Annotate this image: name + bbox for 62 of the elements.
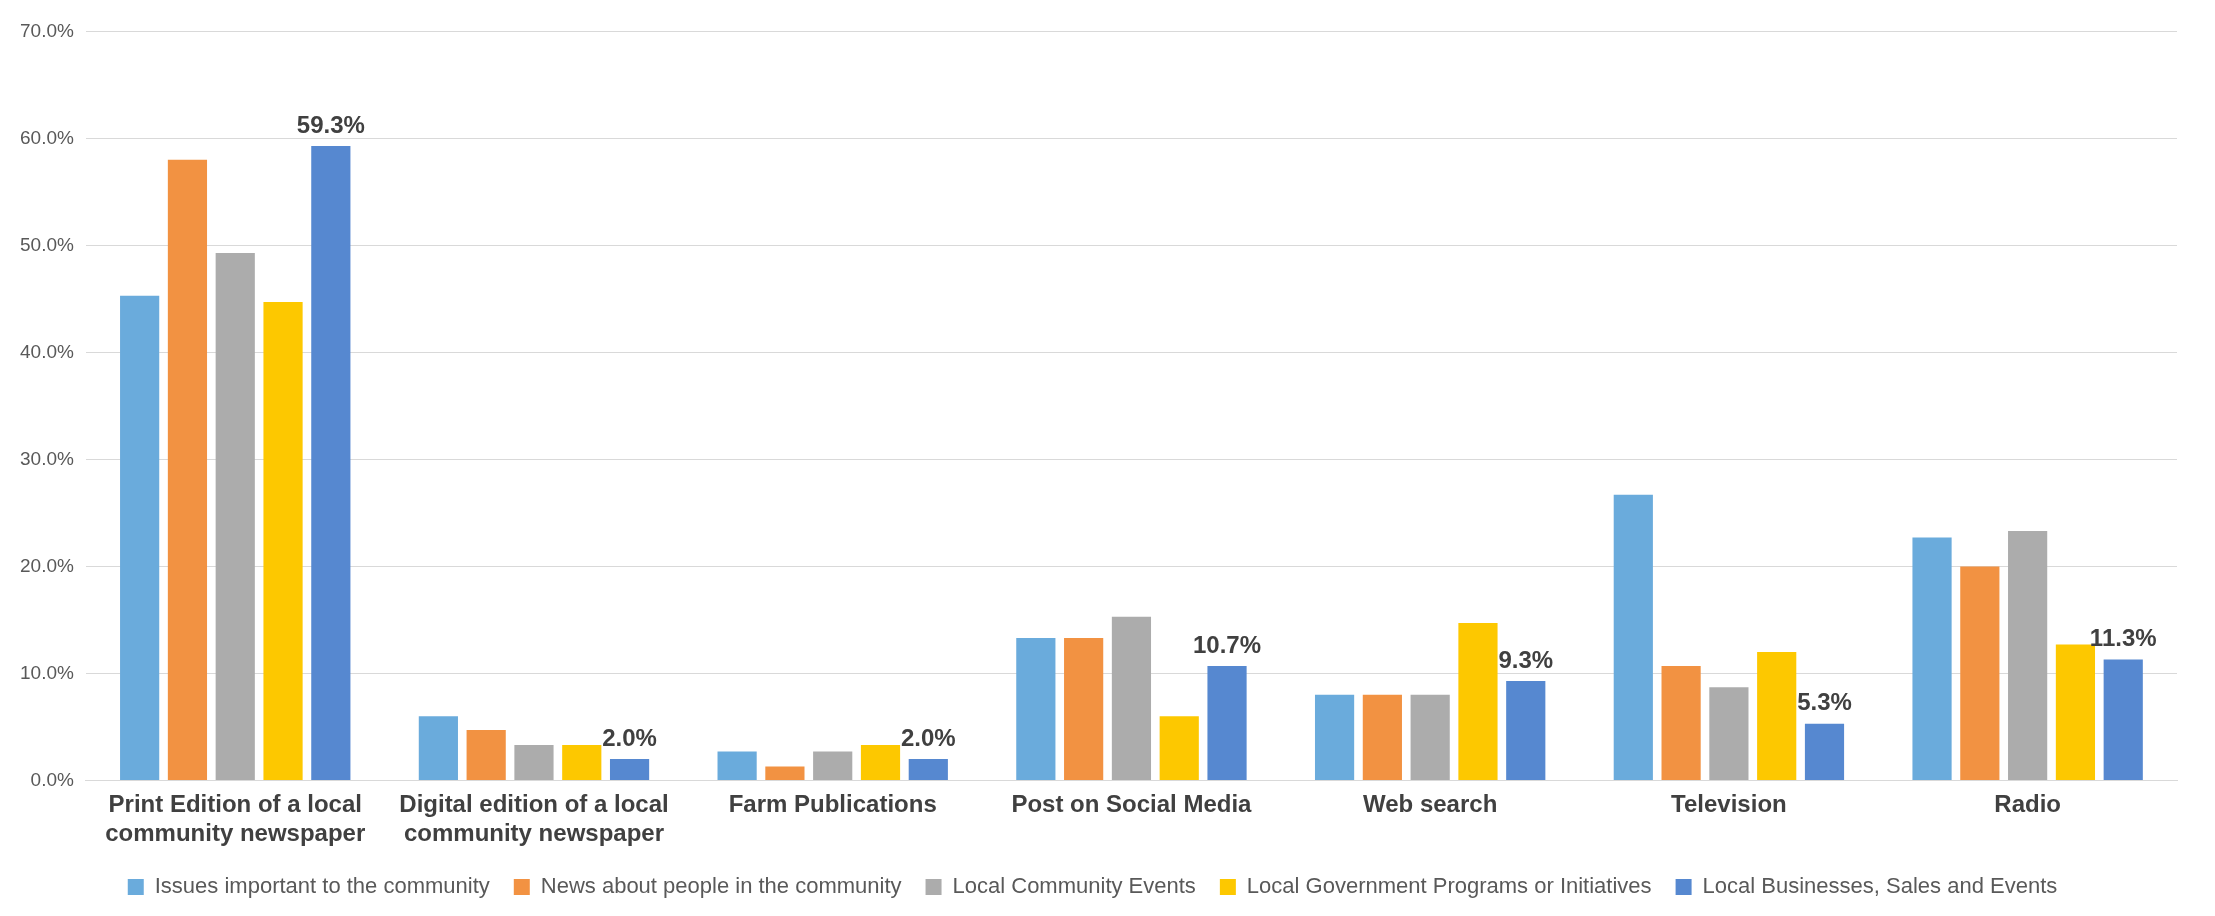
bar bbox=[215, 252, 255, 780]
x-tick-label: Television bbox=[1671, 790, 1787, 818]
bar bbox=[765, 766, 805, 780]
data-label: 11.3% bbox=[2089, 624, 2157, 652]
bar bbox=[1111, 616, 1152, 780]
bar bbox=[1016, 638, 1056, 780]
x-tick-label: Print Edition of a local community newspaper bbox=[105, 790, 366, 847]
legend-label: Local Community Events bbox=[952, 873, 1196, 899]
bar bbox=[514, 745, 554, 780]
x-tick-label: Web search bbox=[1363, 790, 1498, 818]
bar bbox=[1912, 537, 1952, 780]
bar bbox=[1362, 694, 1402, 780]
bar bbox=[1960, 566, 2000, 780]
bar bbox=[1506, 680, 1546, 780]
bar bbox=[1314, 694, 1355, 780]
y-tick-label: 70.0% bbox=[20, 19, 74, 41]
bar bbox=[120, 295, 160, 780]
bar bbox=[466, 730, 506, 780]
bar bbox=[1410, 694, 1450, 780]
bar bbox=[860, 745, 901, 780]
bar bbox=[1804, 723, 1845, 780]
bar bbox=[1613, 494, 1653, 780]
y-tick-label: 10.0% bbox=[20, 661, 74, 683]
legend-label: Local Government Programs or Initiatives bbox=[1246, 873, 1652, 899]
bar bbox=[1661, 665, 1701, 780]
bar bbox=[1458, 623, 1498, 780]
bar bbox=[418, 716, 458, 780]
bar bbox=[1757, 652, 1797, 780]
data-label: 10.7% bbox=[1193, 630, 1262, 658]
bar bbox=[1064, 638, 1104, 780]
bar bbox=[167, 159, 208, 780]
y-tick-label: 0.0% bbox=[30, 768, 74, 790]
bar bbox=[717, 751, 757, 780]
bar bbox=[311, 145, 351, 780]
y-tick-label: 60.0% bbox=[20, 126, 74, 148]
bar bbox=[908, 759, 948, 780]
bar bbox=[1159, 716, 1199, 780]
x-tick-label: Post on Social Media bbox=[1011, 790, 1253, 818]
data-label: 2.0% bbox=[900, 723, 956, 751]
legend-label: Issues important to the community bbox=[154, 873, 490, 899]
bar bbox=[609, 759, 650, 780]
x-tick-label: Farm Publications bbox=[728, 790, 937, 818]
bar bbox=[2055, 644, 2096, 780]
y-tick-label: 20.0% bbox=[20, 554, 74, 576]
bar bbox=[813, 751, 853, 780]
data-label: 2.0% bbox=[602, 723, 657, 751]
x-tick-label: Digital edition of a local community newspaper bbox=[399, 790, 669, 847]
bar bbox=[263, 302, 303, 780]
legend-label: News about people in the community bbox=[540, 873, 902, 899]
y-tick-label: 40.0% bbox=[20, 340, 74, 362]
data-label: 59.3% bbox=[296, 110, 365, 138]
data-label: 5.3% bbox=[1797, 688, 1852, 716]
y-tick-label: 50.0% bbox=[20, 233, 74, 255]
data-label: 9.3% bbox=[1498, 645, 1554, 673]
bar bbox=[2008, 531, 2048, 780]
x-tick-label: Radio bbox=[1994, 790, 2061, 818]
bar bbox=[562, 745, 602, 780]
bar bbox=[1709, 687, 1749, 780]
legend-label: Local Businesses, Sales and Events bbox=[1702, 873, 2058, 899]
y-tick-label: 30.0% bbox=[20, 447, 74, 469]
bar bbox=[1207, 665, 1247, 780]
bar bbox=[2103, 659, 2143, 780]
